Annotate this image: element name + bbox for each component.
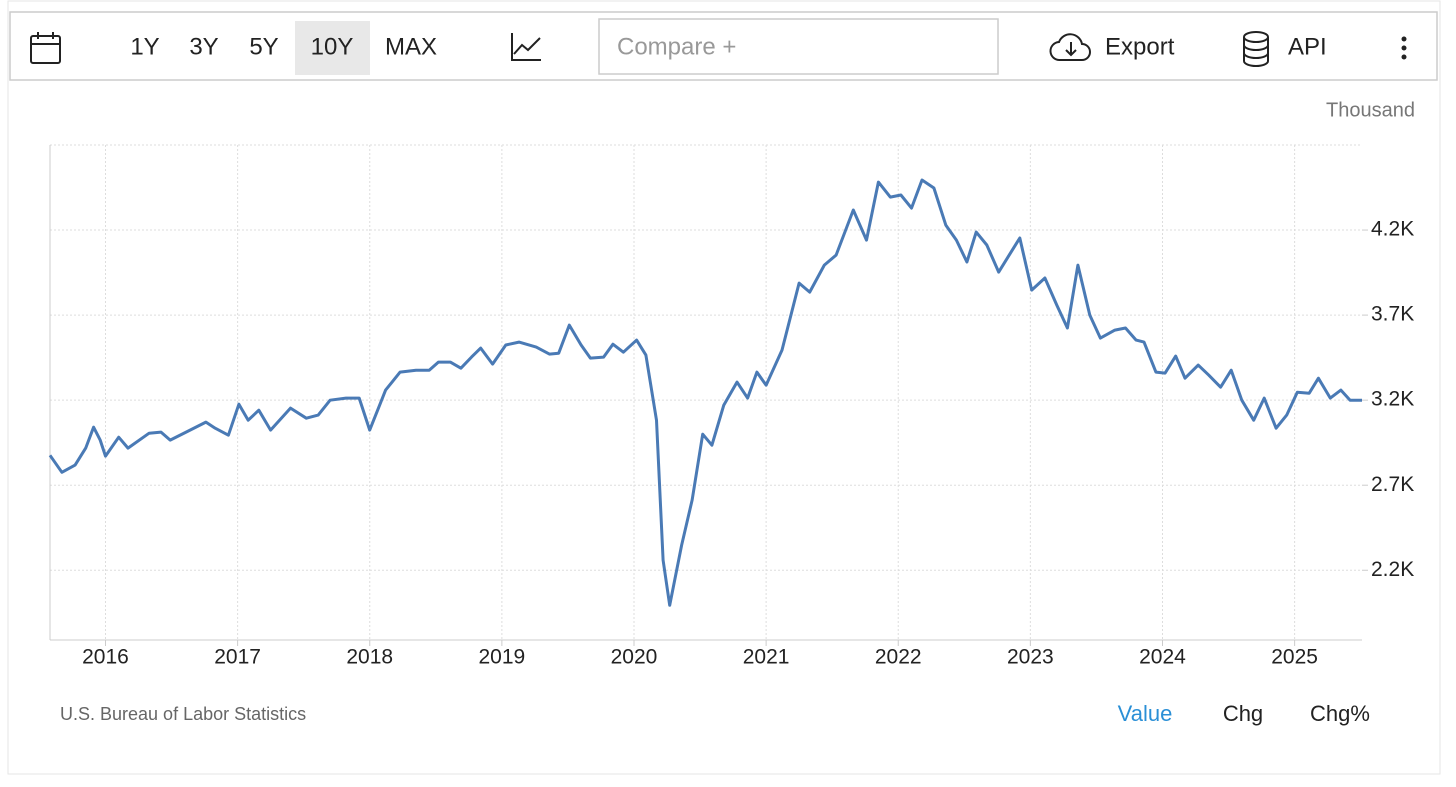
x-tick-label: 2022 xyxy=(875,646,922,669)
x-tick-label: 2017 xyxy=(214,646,261,669)
source-label: U.S. Bureau of Labor Statistics xyxy=(60,704,306,724)
x-tick-label: 2019 xyxy=(479,646,526,669)
range-selected-bg xyxy=(295,21,370,75)
x-tick-label: 2024 xyxy=(1139,646,1186,669)
more-menu[interactable] xyxy=(1401,36,1407,60)
x-tick-label: 2018 xyxy=(346,646,393,669)
x-tick-label: 2023 xyxy=(1007,646,1054,669)
unit-label: Thousand xyxy=(1326,99,1415,121)
compare-placeholder[interactable]: Compare + xyxy=(617,33,736,60)
api-button[interactable]: API xyxy=(1288,33,1327,60)
range-button[interactable]: MAX xyxy=(385,33,437,60)
y-tick-label: 3.2K xyxy=(1371,388,1414,411)
compare-input[interactable] xyxy=(598,18,999,75)
export-button[interactable]: Export xyxy=(1105,33,1175,60)
data-line xyxy=(48,178,1362,607)
x-tick-label: 2025 xyxy=(1271,646,1318,669)
y-tick-label: 4.2K xyxy=(1371,218,1414,241)
range-button[interactable]: 3Y xyxy=(189,33,218,60)
card xyxy=(7,0,1441,775)
y-tick-label: 2.2K xyxy=(1371,558,1414,581)
x-tick-label: 2021 xyxy=(743,646,790,669)
export-icon[interactable] xyxy=(1049,33,1091,62)
api-icon[interactable] xyxy=(1243,31,1269,67)
view-tab[interactable]: Chg xyxy=(1223,701,1263,726)
range-button[interactable]: 1Y xyxy=(130,33,159,60)
view-tab[interactable]: Chg% xyxy=(1310,701,1370,726)
x-tick-label: 2020 xyxy=(611,646,658,669)
calendar-icon[interactable] xyxy=(30,32,61,64)
y-tick-label: 3.7K xyxy=(1371,303,1414,326)
range-button[interactable]: 5Y xyxy=(249,33,278,60)
x-tick-label: 2016 xyxy=(82,646,129,669)
chart-type-icon[interactable] xyxy=(511,33,541,61)
y-tick-label: 2.7K xyxy=(1371,473,1414,496)
view-tab[interactable]: Value xyxy=(1118,701,1173,726)
range-button[interactable]: 10Y xyxy=(311,33,354,60)
